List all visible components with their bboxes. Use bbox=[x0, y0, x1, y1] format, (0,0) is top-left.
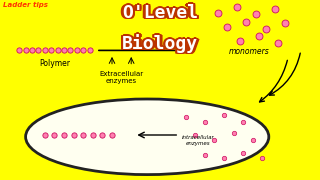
Text: Biology: Biology bbox=[124, 35, 200, 54]
Text: Extracellular
enzymes: Extracellular enzymes bbox=[100, 71, 144, 84]
Text: Polymer: Polymer bbox=[39, 59, 70, 68]
Text: Biology: Biology bbox=[120, 33, 196, 52]
Text: O'Level: O'Level bbox=[124, 4, 201, 22]
Text: O'Level: O'Level bbox=[122, 2, 198, 20]
Text: O'Level: O'Level bbox=[119, 4, 196, 22]
Text: Biology: Biology bbox=[119, 34, 196, 53]
FancyArrowPatch shape bbox=[260, 60, 287, 102]
Text: Biology: Biology bbox=[120, 35, 196, 54]
Text: O'Level: O'Level bbox=[122, 5, 198, 23]
FancyArrowPatch shape bbox=[269, 53, 300, 95]
Text: Biology: Biology bbox=[122, 34, 198, 53]
Text: O'Level: O'Level bbox=[124, 5, 200, 23]
Text: O'Level: O'Level bbox=[122, 4, 198, 22]
Ellipse shape bbox=[26, 99, 269, 175]
Text: Biology: Biology bbox=[124, 34, 201, 53]
Text: Biology: Biology bbox=[122, 32, 198, 51]
Text: intracellular
enzymes: intracellular enzymes bbox=[182, 135, 215, 146]
Text: O'Level: O'Level bbox=[124, 3, 200, 21]
Text: Biology: Biology bbox=[122, 35, 198, 54]
Text: O'Level: O'Level bbox=[120, 3, 196, 21]
Text: Biology: Biology bbox=[124, 33, 200, 52]
Text: O'Level: O'Level bbox=[120, 5, 196, 23]
Text: Ladder tips: Ladder tips bbox=[3, 2, 48, 8]
Text: monomers: monomers bbox=[229, 47, 270, 56]
